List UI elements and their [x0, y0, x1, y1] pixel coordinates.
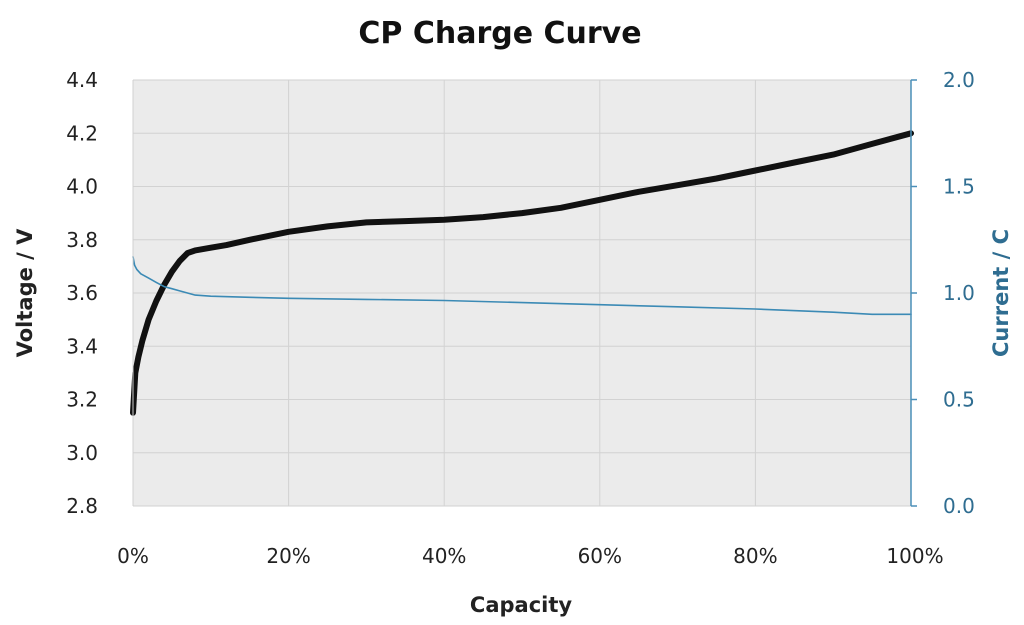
x-tick-label: 0%: [117, 544, 149, 568]
y-tick-label-right: 0.0: [943, 494, 975, 518]
x-tick-label: 20%: [266, 544, 310, 568]
y-axis-title-left: Voltage / V: [13, 228, 37, 358]
y-tick-label-left: 4.0: [66, 175, 98, 199]
y-tick-label-left: 3.8: [66, 228, 98, 252]
y-tick-label-right: 1.0: [943, 281, 975, 305]
y-tick-label-right: 1.5: [943, 175, 975, 199]
series-layer: [130, 130, 914, 416]
x-tick-label: 100%: [886, 544, 943, 568]
ticks: 2.8 3.0 3.2 3.4 3.6 3.8 4.0 4.2 4.4 0.0 0.5 1.0 1.5 2…: [66, 68, 975, 568]
y-tick-label-left: 3.2: [66, 388, 98, 412]
y-tick-label-left: 3.6: [66, 281, 98, 305]
x-tick-label: 40%: [422, 544, 466, 568]
x-axis-title: Capacity: [470, 593, 572, 617]
y-tick-label-right: 0.5: [943, 388, 975, 412]
y-axis-title-right: Current / C: [989, 229, 1013, 357]
x-tick-label: 60%: [578, 544, 622, 568]
chart-title: CP Charge Curve: [358, 16, 641, 51]
x-tick-label: 80%: [733, 544, 777, 568]
y-tick-label-left: 4.4: [66, 68, 98, 92]
y-tick-label-left: 2.8: [66, 494, 98, 518]
y-tick-label-left: 3.0: [66, 441, 98, 465]
current-series-line: [132, 256, 912, 316]
y-tick-label-left: 3.4: [66, 334, 98, 358]
y-tick-label-right: 2.0: [943, 68, 975, 92]
y-tick-label-left: 4.2: [66, 121, 98, 145]
voltage-series-line: [130, 130, 914, 416]
